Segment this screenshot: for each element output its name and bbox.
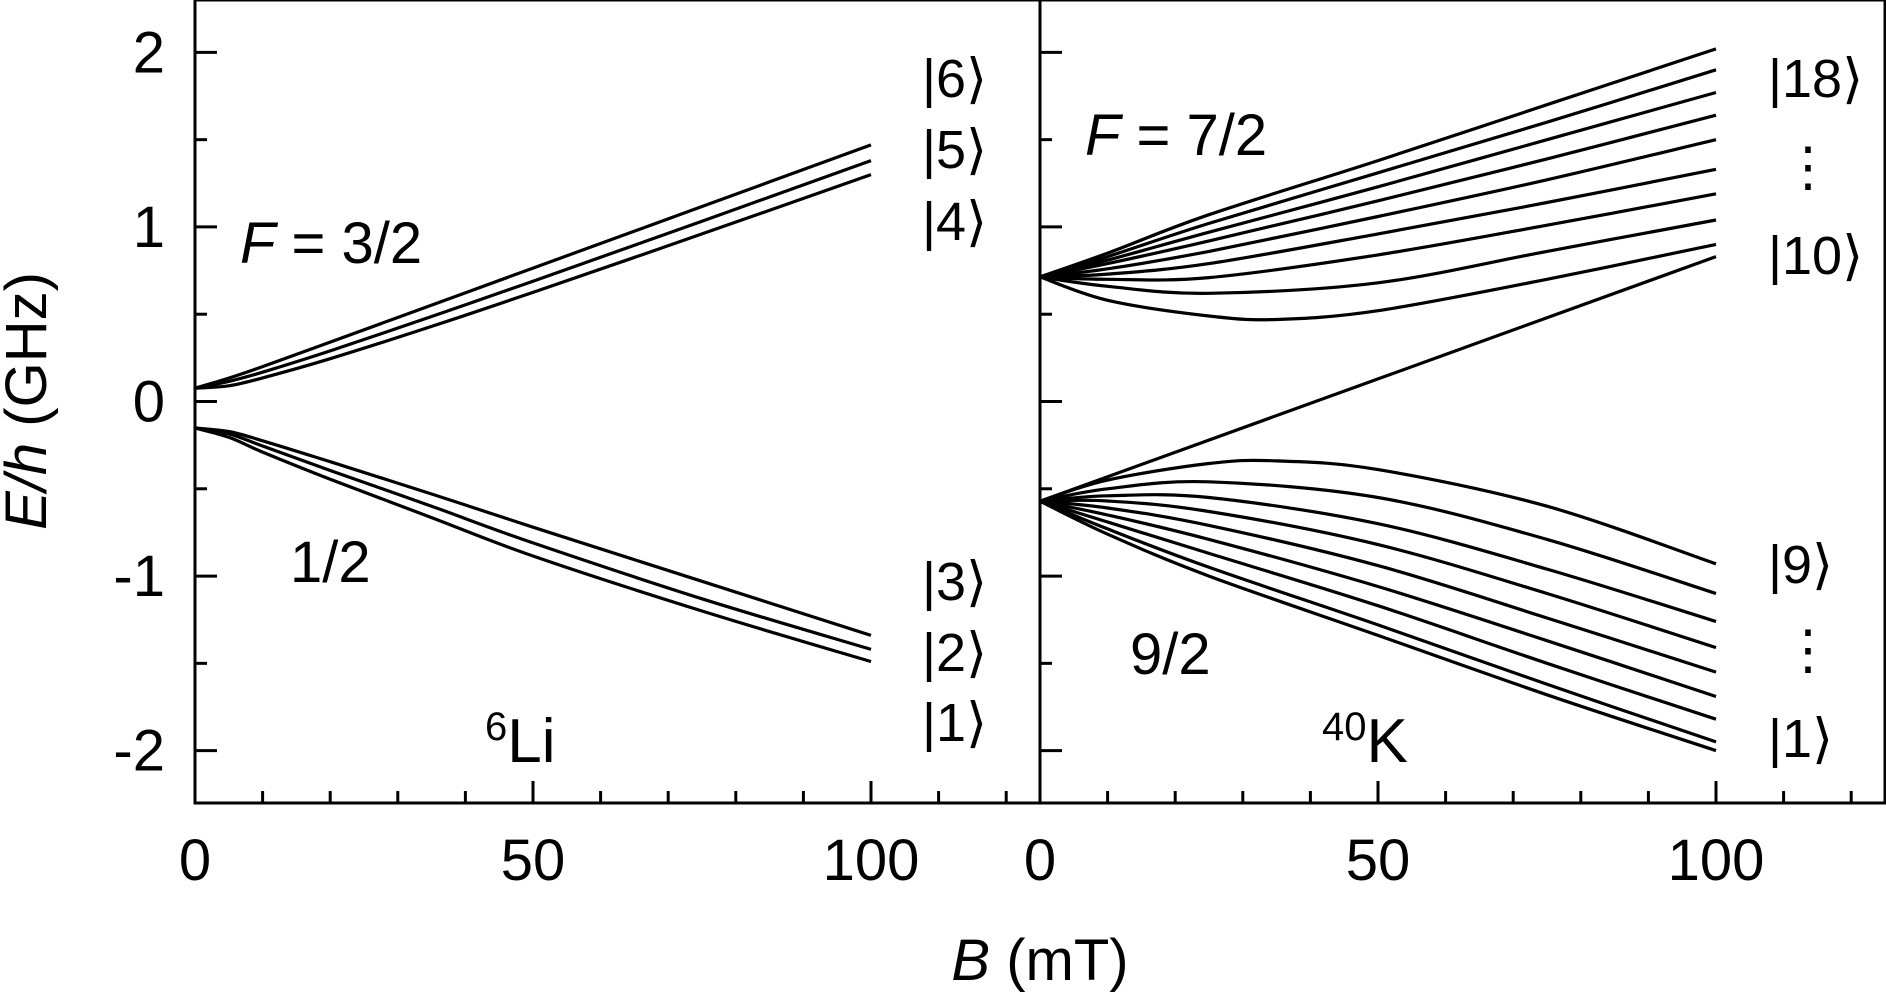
li-y-tick-label: -2 bbox=[113, 719, 165, 784]
curve-layer bbox=[194, 47, 1717, 753]
li-panel-frame bbox=[193, 0, 1042, 805]
li-energy-level-curve-6 bbox=[194, 426, 872, 664]
k-x-tick-label: 50 bbox=[1346, 828, 1411, 893]
k-state-label-9: |9⟩ bbox=[1768, 535, 1833, 595]
li-x-tick-label: 0 bbox=[179, 828, 211, 893]
k-state-label-10: |10⟩ bbox=[1768, 226, 1863, 286]
tick-layer: 0 50 100 -2 -1 0 1 2 0 50 100 bbox=[113, 20, 1853, 893]
k-upper-F-label: F = 7/2 bbox=[1085, 103, 1267, 168]
k-state-vdots-upper: ⋮ bbox=[1781, 137, 1835, 197]
k-energy-level-curve-1 bbox=[1039, 47, 1717, 279]
k-energy-level-curve-4 bbox=[1039, 113, 1717, 279]
li-energy-level-curve-3 bbox=[194, 173, 872, 390]
li-lower-F-label: 1/2 bbox=[290, 530, 371, 595]
li-upper-F-label: F = 3/2 bbox=[240, 211, 422, 276]
k-x-tick-label: 100 bbox=[1668, 828, 1765, 893]
li-y-tick-label: 1 bbox=[133, 195, 165, 260]
li-state-label-6: |6⟩ bbox=[922, 49, 987, 109]
li-energy-level-curve-1 bbox=[194, 143, 872, 390]
k-energy-level-curve-12 bbox=[1039, 479, 1717, 596]
li-energy-level-curve-5 bbox=[194, 426, 872, 651]
li-state-label-5: |5⟩ bbox=[922, 120, 987, 180]
li-x-tick-label: 100 bbox=[823, 828, 920, 893]
y-axis-title: E/h (GHz) bbox=[0, 272, 59, 530]
k-energy-level-curve-3 bbox=[1039, 90, 1717, 279]
k-energy-level-curve-6 bbox=[1039, 167, 1717, 279]
k-energy-level-curve-9 bbox=[1039, 242, 1717, 322]
li-y-tick-label: 2 bbox=[133, 20, 165, 85]
k-energy-level-curve-17 bbox=[1039, 499, 1717, 721]
k-energy-level-curve-2 bbox=[1039, 68, 1717, 279]
li-energy-level-curve-4 bbox=[194, 426, 872, 637]
k-energy-level-curve-16 bbox=[1039, 499, 1717, 699]
li-x-tick-label: 50 bbox=[501, 828, 566, 893]
k-energy-level-curve-19 bbox=[1039, 499, 1717, 753]
li-state-label-4: |4⟩ bbox=[922, 192, 987, 252]
k-state-vdots-lower: ⋮ bbox=[1781, 620, 1835, 680]
k-energy-level-curve-18 bbox=[1039, 499, 1717, 744]
li-energy-level-curve-2 bbox=[194, 159, 872, 390]
k-energy-level-curve-15 bbox=[1039, 499, 1717, 674]
li-state-label-1: |1⟩ bbox=[922, 693, 987, 753]
li-state-label-3: |3⟩ bbox=[922, 552, 987, 612]
k-energy-level-curve-13 bbox=[1039, 493, 1717, 624]
li-y-tick-label: 0 bbox=[133, 370, 165, 435]
k-x-tick-label: 0 bbox=[1024, 828, 1056, 893]
x-axis-title: B (mT) bbox=[951, 928, 1128, 993]
k-state-label-1: |1⟩ bbox=[1768, 709, 1833, 769]
k-energy-level-curve-10 bbox=[1039, 255, 1717, 503]
k-energy-level-curve-11 bbox=[1039, 458, 1717, 566]
k-species-label: 40K bbox=[1322, 705, 1408, 776]
k-energy-level-curve-7 bbox=[1039, 192, 1717, 282]
li-state-label-2: |2⟩ bbox=[922, 623, 987, 683]
k-energy-level-curve-8 bbox=[1039, 218, 1717, 295]
li-species-label: 6Li bbox=[485, 705, 556, 776]
k-energy-level-curve-14 bbox=[1039, 498, 1717, 650]
k-lower-F-label: 9/2 bbox=[1130, 622, 1211, 687]
k-state-label-18: |18⟩ bbox=[1768, 49, 1863, 109]
li-y-tick-label: -1 bbox=[113, 544, 165, 609]
k-energy-level-curve-5 bbox=[1039, 138, 1717, 279]
